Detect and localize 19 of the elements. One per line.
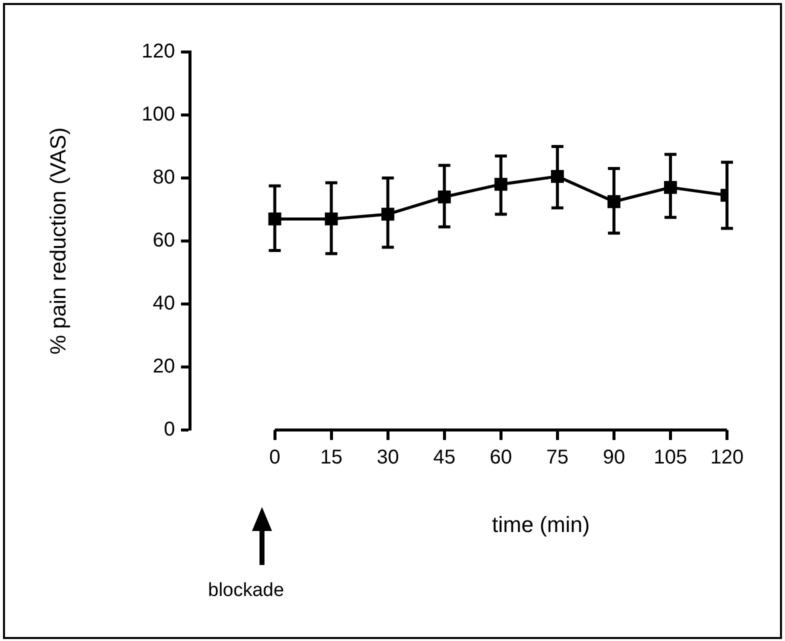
x-tick-label: 105	[654, 446, 688, 469]
y-tick-label: 120	[142, 40, 175, 63]
x-axis-title: time (min)	[492, 512, 590, 538]
x-tick-label: 75	[546, 446, 569, 469]
x-tick-label: 45	[433, 446, 456, 469]
y-tick-label: 20	[152, 356, 175, 378]
y-tick-label: 100	[142, 104, 175, 126]
x-tick-label: 120	[710, 446, 744, 469]
y-tick-label: 40	[152, 292, 175, 315]
x-tick-label: 90	[602, 446, 626, 469]
y-axis-title: % pain reduction (VAS)	[45, 127, 70, 355]
y-tick-label: 80	[152, 166, 175, 189]
text: blockade	[208, 580, 284, 602]
x-tick-label: 30	[376, 446, 399, 469]
x-tick-label: 15	[320, 446, 342, 469]
y-tick-label: 60	[152, 230, 175, 252]
y-tick-label: 0	[164, 418, 175, 441]
x-tick-label: 60	[490, 446, 512, 469]
x-tick-label: 0	[269, 446, 280, 469]
